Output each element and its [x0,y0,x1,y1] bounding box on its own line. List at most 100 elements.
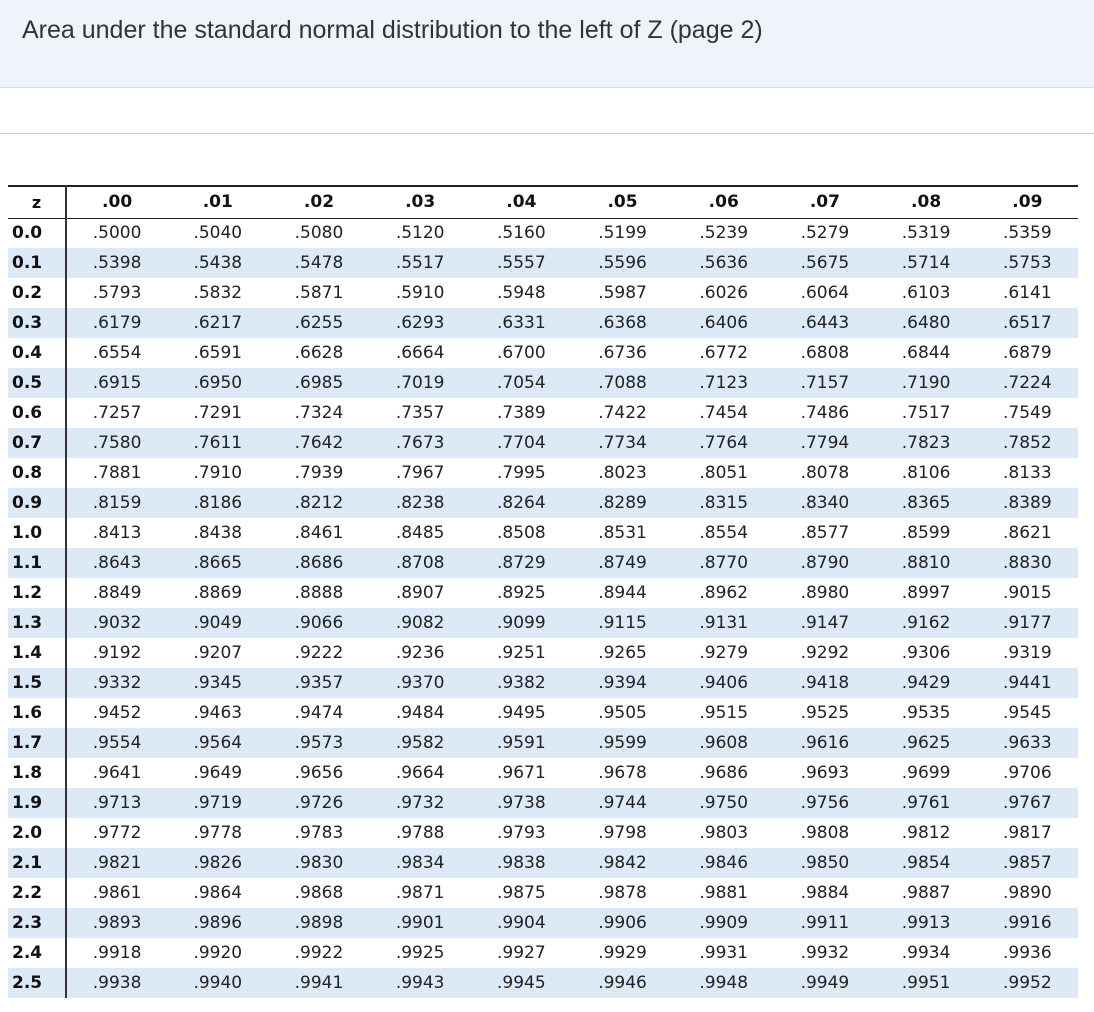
probability-cell: .7881 [92,463,142,483]
probability-cell: .5987 [598,283,647,303]
probability-cell: .9783 [294,823,344,843]
probability-cell: .9949 [774,968,876,998]
probability-cell: .9932 [800,943,850,963]
table-row: 1.6 .9452 .9463 .9474 .9484 .9495 .9505 .9515 .9… [8,698,1078,728]
probability-cell: .9936 [1003,943,1052,963]
probability-cell: .9394 [571,668,674,698]
probability-cell: .9641 [92,763,142,783]
table-row: 0.0 .5000 .5040 .5080 .5120 .5160 .5199 .5239 .5… [8,218,1078,248]
probability-cell: .5398 [66,248,168,278]
probability-cell: .9918 [92,943,142,963]
probability-cell: .9463 [193,703,243,723]
probability-cell: .9898 [268,908,370,938]
probability-cell: .8980 [800,583,850,603]
probability-cell: .9608 [673,728,775,758]
probability-cell: .9484 [395,703,445,723]
probability-cell: .7673 [369,428,471,458]
z-value: 0.0 [8,218,67,248]
table-row: 2.4 .9918 .9920 .9922 .9925 .9927 .9929 .9931 .9… [8,938,1078,968]
probability-cell: .9943 [369,968,471,998]
z-value: 1.7 [8,728,67,758]
probability-cell: .6064 [800,283,850,303]
probability-cell: .9922 [294,943,344,963]
probability-cell: .9656 [294,763,344,783]
probability-cell: .9812 [901,823,951,843]
probability-cell: .5359 [1003,223,1052,244]
probability-cell: .8413 [92,523,142,543]
probability-cell: .9945 [470,968,572,998]
probability-cell: .9591 [470,728,572,758]
probability-cell: .5160 [497,223,546,244]
probability-cell: .8962 [699,583,749,603]
probability-cell: .6950 [167,368,269,398]
probability-cell: .9441 [976,668,1078,698]
probability-cell: .6026 [699,283,749,303]
probability-cell: .9938 [66,968,168,998]
table-row: 0.4 .6554 .6591 .6628 .6664 .6700 .6736 .6772 .6… [8,338,1078,368]
probability-cell: .9515 [699,703,749,723]
probability-cell: .9066 [268,608,370,638]
probability-cell: .6406 [673,308,775,338]
probability-cell: .8708 [369,548,471,578]
probability-cell: .9131 [673,608,775,638]
probability-cell: .9868 [294,883,344,903]
probability-cell: .8264 [470,488,572,518]
probability-cell: .9750 [673,788,775,818]
page-header: Area under the standard normal distribut… [0,0,1094,88]
probability-cell: .6141 [1003,283,1052,303]
probability-cell: .9633 [976,728,1078,758]
probability-cell: .9854 [875,848,977,878]
probability-cell: .9719 [167,788,269,818]
probability-cell: .7611 [167,428,269,458]
probability-cell: .9699 [901,763,951,783]
z-value: 1.0 [8,518,67,548]
probability-cell: .9778 [193,823,243,843]
probability-cell: .9706 [1003,763,1052,783]
probability-cell: .7580 [66,428,168,458]
probability-cell: .9887 [901,883,951,903]
probability-cell: .9251 [497,643,546,663]
column-header: .02 [268,185,370,219]
probability-cell: .9934 [901,943,951,963]
probability-cell: .9236 [395,643,445,663]
probability-cell: .9788 [395,823,445,843]
probability-cell: .8315 [673,488,775,518]
probability-cell: .8186 [167,488,269,518]
probability-cell: .6915 [66,368,168,398]
probability-cell: .9948 [673,968,775,998]
z-value: 2.2 [8,878,67,908]
probability-cell: .8944 [598,583,647,603]
probability-cell: .9452 [92,703,142,723]
probability-cell: .9906 [571,908,674,938]
z-value: 0.9 [8,488,67,518]
probability-cell: .5279 [800,223,850,244]
probability-cell: .9850 [774,848,876,878]
probability-cell: .8554 [699,523,749,543]
column-header: .07 [774,185,876,219]
probability-cell: .8461 [294,523,344,543]
probability-cell: .9505 [598,703,647,723]
probability-cell: .6591 [193,343,243,363]
table-row: 0.7.7580.7611.7642.7673.7704.7734.7764.7… [8,428,1078,458]
probability-cell: .8643 [66,548,168,578]
table-row: 0.9.8159.8186.8212.8238.8264.8289.8315.8… [8,488,1078,518]
probability-cell: .5438 [167,248,269,278]
probability-cell: .7549 [1003,403,1052,423]
column-header: .00 [66,185,168,219]
probability-cell: .7995 [497,463,546,483]
table-row: 1.2 .8849 .8869 .8888 .8907 .8925 .8944 .8962 .8… [8,578,1078,608]
probability-cell: .7642 [268,428,370,458]
probability-cell: .8212 [268,488,370,518]
probability-cell: .5040 [193,223,243,244]
probability-cell: .9920 [193,943,243,963]
probability-cell: .9222 [294,643,344,663]
table-row: 1.4 .9192 .9207 .9222 .9236 .9251 .9265 .9279 .9… [8,638,1078,668]
probability-cell: .9147 [774,608,876,638]
probability-cell: .7291 [193,403,243,423]
probability-cell: .8770 [673,548,775,578]
probability-cell: .9693 [800,763,850,783]
probability-cell: .6443 [774,308,876,338]
z-value: 0.8 [8,458,67,488]
probability-cell: .8238 [369,488,471,518]
page-title: Area under the standard normal distribut… [22,16,763,44]
